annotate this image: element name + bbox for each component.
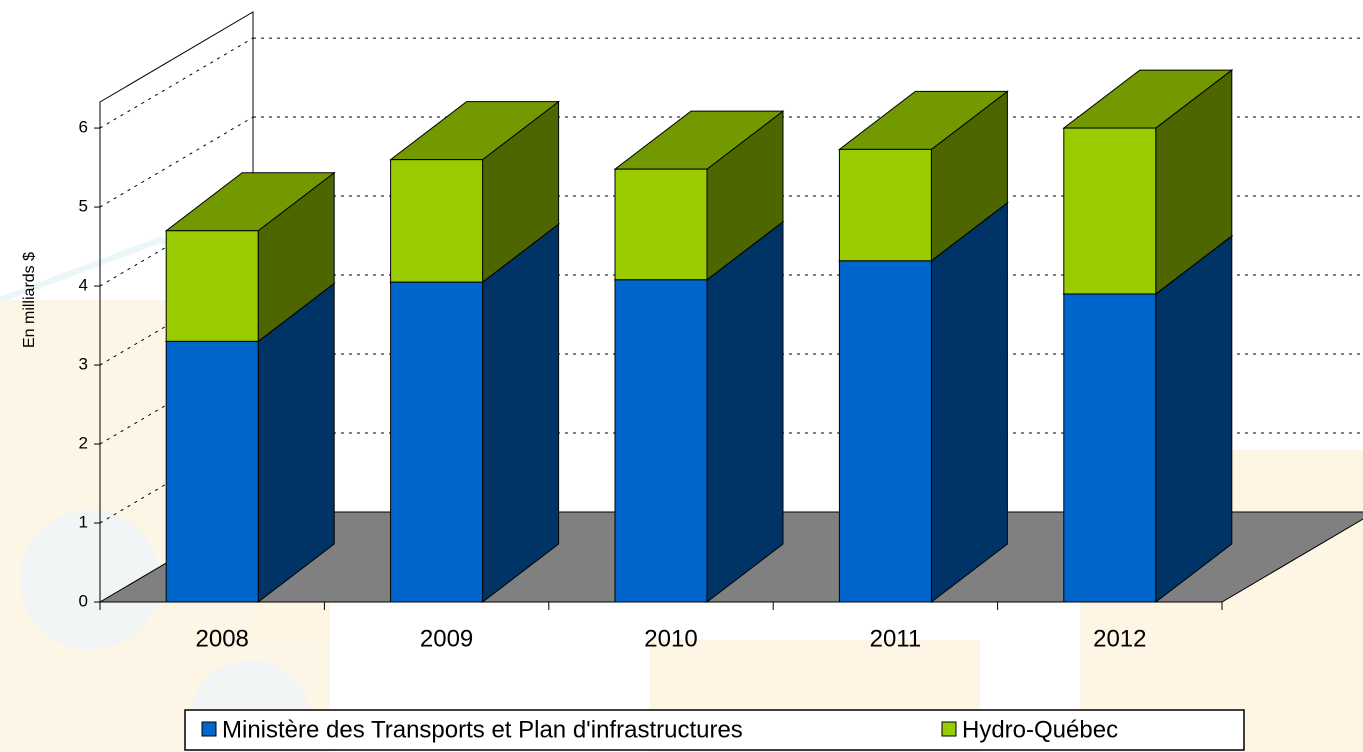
y-tick-label: 6 [79,118,88,137]
x-tick-label: 2012 [1093,625,1146,652]
bar [165,340,259,603]
bar [165,230,259,342]
y-tick-label: 2 [79,434,88,453]
grid-line [99,116,254,208]
bar [614,279,708,603]
legend-label: Ministère des Transports et Plan d'infra… [222,716,743,743]
y-tick-label: 1 [79,512,88,531]
x-tick-label: 2010 [644,625,697,652]
bar [838,148,932,262]
bar [614,168,708,281]
grid-line [99,37,254,129]
bar [838,260,932,603]
bar [1063,127,1157,295]
y-tick-label: 3 [79,355,88,374]
x-tick-label: 2008 [196,625,249,652]
bar-side [1155,234,1233,604]
bar [390,281,484,603]
legend-swatch [201,721,217,737]
y-axis-label: En milliards $ [21,252,38,348]
legend-label: Hydro-Québec [962,716,1118,743]
bar-side [706,220,784,604]
bar [1063,293,1157,603]
x-tick-label: 2011 [870,625,922,652]
bar [390,159,484,283]
y-tick-label: 5 [79,197,88,216]
y-tick-label: 0 [79,591,88,610]
legend [184,709,1245,751]
bar-side [482,223,560,604]
y-tick-label: 4 [79,276,88,295]
bar-side [930,201,1008,604]
legend-swatch [941,721,957,737]
x-tick-label: 2009 [420,625,473,652]
